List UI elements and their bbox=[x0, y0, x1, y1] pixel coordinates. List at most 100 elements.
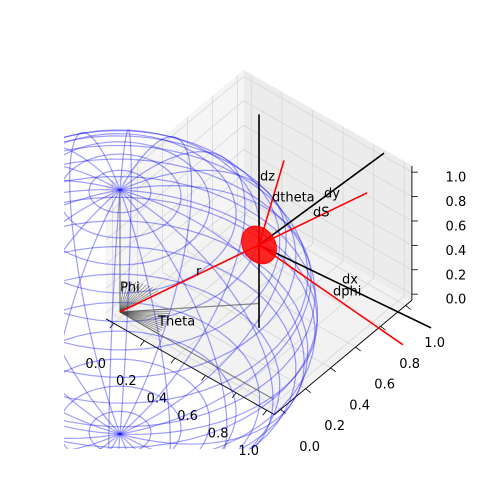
sphere-parallel bbox=[64, 144, 309, 404]
sphere-parallel bbox=[64, 220, 309, 449]
z-tick-label: 0.8 bbox=[446, 195, 467, 210]
grid-line bbox=[266, 295, 405, 411]
tick-mark bbox=[355, 346, 361, 352]
sphere bbox=[64, 129, 318, 449]
phi-fan bbox=[119, 281, 129, 313]
phi-fan bbox=[119, 288, 156, 313]
sphere-meridian bbox=[108, 189, 121, 449]
grid-line bbox=[105, 198, 244, 314]
x-axis-line bbox=[105, 318, 275, 416]
sphere-meridian bbox=[64, 189, 121, 449]
tick-mark bbox=[330, 367, 336, 373]
sphere-meridian bbox=[64, 189, 121, 449]
pane-left bbox=[105, 69, 245, 321]
sphere-parallel bbox=[64, 141, 211, 266]
annotation: dphi bbox=[333, 285, 361, 300]
y-tick-label: 0.4 bbox=[349, 398, 370, 413]
phi-fan bbox=[119, 283, 144, 313]
annotation: Theta bbox=[157, 315, 195, 330]
sphere-meridian bbox=[119, 189, 318, 435]
segment bbox=[119, 302, 260, 313]
grid-line bbox=[162, 271, 331, 369]
x-tick-label: 0.6 bbox=[177, 409, 198, 424]
sphere-parallel bbox=[64, 301, 261, 449]
x-tick-label: 0.2 bbox=[116, 374, 137, 389]
sphere-parallel bbox=[64, 175, 318, 449]
grid-line bbox=[243, 100, 413, 197]
tick-mark bbox=[380, 325, 386, 331]
tick-mark bbox=[170, 357, 176, 364]
segment bbox=[119, 192, 368, 313]
x-tick-label: 0.4 bbox=[147, 392, 168, 407]
annotation: Phi bbox=[120, 281, 140, 296]
sphere-meridian bbox=[119, 189, 305, 445]
grid-line bbox=[187, 251, 356, 348]
sphere-meridian bbox=[119, 129, 132, 435]
tick-mark bbox=[280, 409, 286, 414]
grid-line bbox=[174, 243, 313, 359]
sphere-parallel bbox=[64, 129, 261, 323]
sphere-parallel bbox=[64, 358, 211, 449]
grid-line bbox=[243, 76, 413, 173]
sphere-parallel bbox=[64, 158, 316, 428]
grid-line bbox=[105, 124, 244, 240]
sphere-meridian bbox=[119, 189, 228, 449]
phi-fan bbox=[119, 285, 150, 313]
sphere-parallel bbox=[64, 133, 237, 294]
tick-mark bbox=[405, 305, 411, 310]
sphere-parallel bbox=[64, 246, 297, 449]
lines bbox=[119, 114, 432, 400]
grid-line bbox=[243, 124, 413, 222]
z-tick-label: 1.0 bbox=[446, 171, 467, 186]
annotation: dx bbox=[342, 273, 358, 288]
x-tick-label: 1.0 bbox=[238, 444, 259, 459]
grid-line bbox=[205, 260, 344, 376]
z-tick-label: 0.2 bbox=[446, 268, 467, 283]
phi-fan bbox=[119, 284, 147, 313]
grid-line bbox=[235, 278, 374, 394]
phi-fan bbox=[119, 286, 154, 313]
sphere-meridian bbox=[64, 189, 121, 439]
annotation: dz bbox=[260, 170, 275, 185]
annotations: dz dtheta dy dS dx dphi r Phi Theta bbox=[120, 170, 361, 330]
sphere-parallel bbox=[64, 130, 281, 351]
segment bbox=[119, 311, 274, 400]
y-tick-label: 0.0 bbox=[299, 440, 320, 455]
sphere-parallel bbox=[88, 169, 152, 214]
z-tick-label: 0.4 bbox=[446, 244, 467, 259]
annotation: dS bbox=[313, 206, 330, 221]
tick-mark bbox=[201, 375, 206, 381]
sphere-parallel bbox=[64, 196, 316, 449]
sphere-parallel bbox=[64, 273, 281, 449]
x-tick-label: 0.8 bbox=[208, 426, 229, 441]
z-tick-label: 0.0 bbox=[446, 293, 467, 308]
segment bbox=[258, 152, 385, 246]
sphere-meridian bbox=[119, 185, 312, 435]
segment bbox=[258, 244, 404, 346]
phi-fan bbox=[119, 281, 125, 313]
y-tick-label: 0.6 bbox=[374, 378, 395, 393]
phi-fan bbox=[119, 281, 133, 313]
sphere-meridian bbox=[119, 136, 193, 435]
sphere-meridian bbox=[64, 166, 121, 435]
sphere-meridian bbox=[69, 132, 121, 435]
sphere-parallel bbox=[64, 385, 182, 449]
surface-element bbox=[241, 225, 277, 265]
grid-line bbox=[105, 149, 244, 265]
tick-mark bbox=[140, 340, 145, 346]
tick-mark bbox=[305, 388, 311, 393]
y-axis-line bbox=[274, 299, 413, 415]
sphere-meridian bbox=[119, 169, 287, 435]
sphere-meridian bbox=[64, 189, 121, 449]
annotation: r bbox=[196, 265, 202, 280]
sphere-parallel bbox=[64, 330, 237, 449]
grid-line bbox=[105, 173, 244, 289]
tick-mark bbox=[109, 323, 115, 329]
annotation: dy bbox=[324, 187, 340, 202]
grid-line bbox=[112, 313, 281, 410]
grid-line bbox=[243, 149, 413, 246]
segment bbox=[258, 244, 432, 329]
sphere-parallel bbox=[64, 135, 297, 378]
grid-line bbox=[105, 76, 244, 192]
